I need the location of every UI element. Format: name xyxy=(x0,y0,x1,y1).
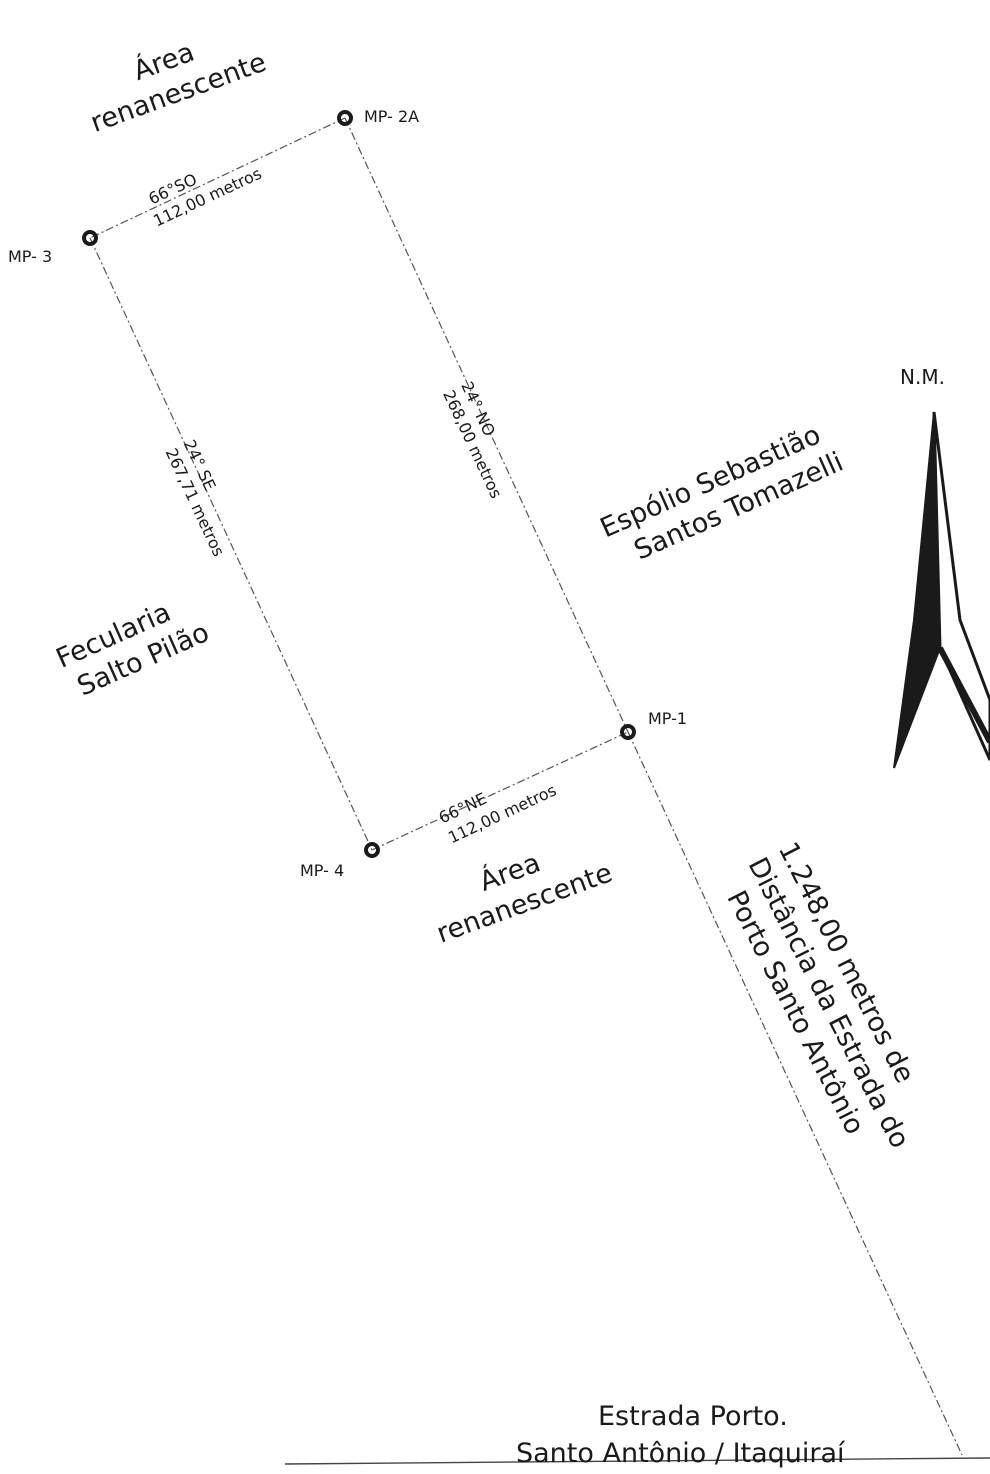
marker-mp-1: MP-1 xyxy=(620,709,687,740)
segment-top-label: 66°SO 112,00 metros xyxy=(145,164,264,231)
area-top-remaining: Área renanescente xyxy=(87,36,271,139)
boundary-left xyxy=(89,237,373,851)
marker-label: MP- 3 xyxy=(8,247,52,266)
marker-label: MP-1 xyxy=(648,709,687,728)
distance-note: 1.248,00 metros de Distância da Estrada … xyxy=(720,837,920,1153)
marker-label: MP- 2A xyxy=(364,107,419,126)
area-bottom-remaining: Área renanescente xyxy=(433,846,617,949)
property-boundary xyxy=(89,117,963,1456)
road-label-line2: Santo Antônio / Itaquiraí xyxy=(516,1438,846,1469)
segment-bottom-label: 66°NE 112,00 metros xyxy=(436,781,559,848)
marker-mp-4: MP- 4 xyxy=(300,842,380,880)
road-line xyxy=(284,1457,990,1465)
boundary-bottom xyxy=(371,731,629,851)
north-arrow: N.M. xyxy=(893,365,990,769)
boundary-right xyxy=(344,117,629,733)
road-label: Estrada Porto. Santo Antônio / Itaquiraí xyxy=(516,1401,846,1469)
access-line xyxy=(627,731,963,1456)
boundary-top xyxy=(89,117,346,239)
marker-mp-3: MP- 3 xyxy=(8,230,98,266)
north-label: N.M. xyxy=(900,365,945,389)
marker-label: MP- 4 xyxy=(300,861,344,880)
north-arrow-icon xyxy=(893,411,990,769)
segment-right-label: 24° NO 268,00 metros xyxy=(439,379,506,502)
area-fecularia: Fecularia Salto Pilão xyxy=(52,597,214,703)
segment-left-label: 24° SE 267,71 metros xyxy=(162,437,229,560)
area-espolio: Espólio Sebastião Santos Tomazelli xyxy=(596,419,848,566)
road-label-line1: Estrada Porto. xyxy=(598,1401,788,1432)
marker-mp-2a: MP- 2A xyxy=(337,107,419,126)
